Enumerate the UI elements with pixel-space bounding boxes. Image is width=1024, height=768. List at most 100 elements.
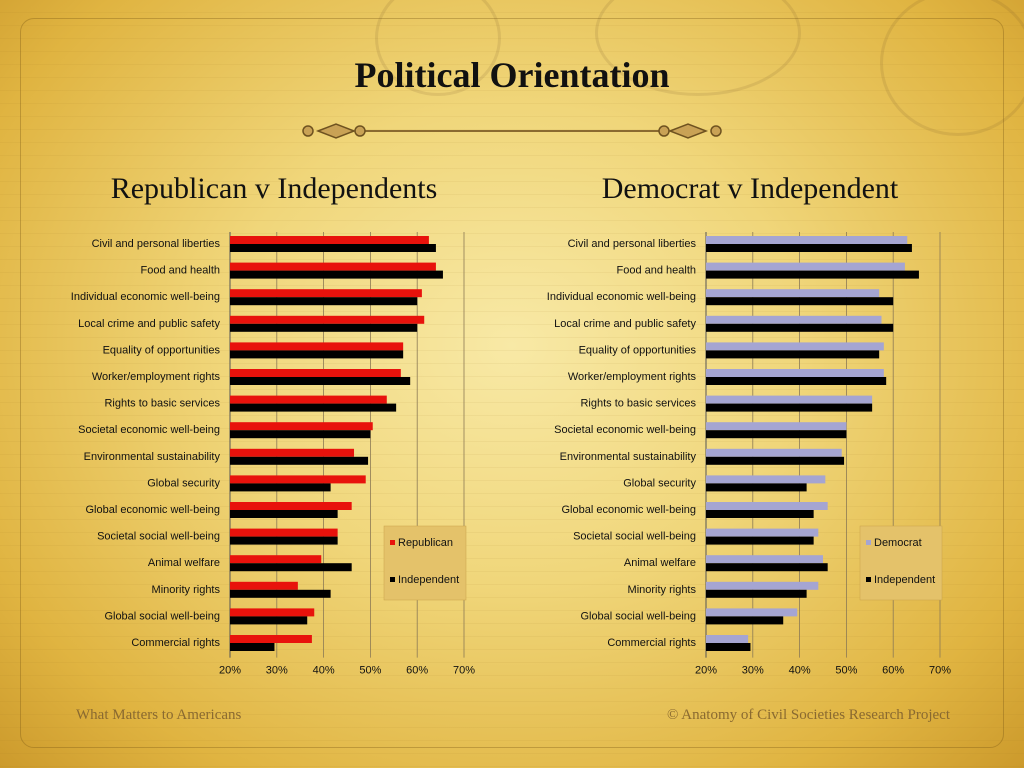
republican-bar [230, 289, 422, 298]
independent-bar [706, 377, 887, 385]
independent-bar [230, 403, 397, 412]
legend-swatch [866, 540, 871, 545]
x-tick-label: 20% [695, 665, 717, 677]
independent-bar [230, 350, 404, 359]
republican-bar [230, 315, 425, 324]
democrat-bar [706, 581, 819, 590]
slide-frame [20, 18, 1004, 748]
legend-box [383, 525, 467, 601]
category-label: Food and health [140, 265, 220, 277]
democrat-bar [706, 289, 880, 298]
category-label: Global social well-being [104, 610, 220, 622]
republican-bar [230, 502, 352, 510]
democrat-bar [706, 236, 908, 244]
republican-bar [230, 581, 298, 590]
independent-bar [230, 244, 436, 252]
independent-bar [230, 536, 338, 545]
footer-right: © Anatomy of Civil Societies Research Pr… [666, 707, 950, 723]
x-tick-label: 50% [835, 665, 857, 677]
category-label: Individual economic well-being [71, 291, 220, 303]
chart-title-republican: Republican v Independents [110, 172, 438, 205]
independent-bar [230, 589, 331, 598]
category-label: Societal economic well-being [78, 424, 220, 436]
category-label: Societal social well-being [573, 531, 696, 543]
democrat-bar [706, 635, 749, 643]
democrat-bar [706, 342, 884, 351]
independent-bar [706, 297, 894, 306]
democrat-bar [706, 555, 823, 564]
independent-bar [706, 430, 847, 439]
category-label: Civil and personal liberties [568, 238, 697, 250]
legend-swatch [390, 540, 395, 545]
republican-bar [230, 262, 436, 271]
democrat-bar [706, 528, 819, 537]
category-label: Animal welfare [148, 557, 220, 569]
category-label: Societal economic well-being [554, 424, 696, 436]
legend-label: Independent [398, 574, 459, 586]
independent-bar [706, 483, 807, 492]
category-label: Global security [147, 477, 220, 489]
democrat-bar [706, 369, 884, 377]
democrat-bar [706, 448, 842, 457]
republican-bar [230, 528, 338, 537]
background-stamp [880, 0, 1024, 136]
republican-bar [230, 342, 404, 351]
independent-bar [706, 510, 814, 518]
category-label: Commercial rights [607, 637, 696, 649]
category-label: Global economic well-being [85, 504, 220, 516]
legend-label: Independent [874, 574, 935, 586]
category-label: Food and health [616, 265, 696, 277]
legend-box [859, 525, 943, 601]
x-tick-label: 20% [219, 665, 241, 677]
independent-bar [230, 643, 275, 651]
category-label: Environmental sustainability [560, 451, 697, 463]
category-label: Local crime and public safety [78, 318, 220, 330]
independent-bar [230, 563, 352, 572]
category-label: Equality of opportunities [579, 344, 697, 356]
republican-bar [230, 395, 387, 404]
independent-bar [230, 483, 331, 492]
chart-democrat-v-independent: 20% 30% 40% 50% 60% 70% Civil and personal lib… [547, 232, 951, 677]
category-label: Minority rights [152, 584, 221, 596]
category-label: Animal welfare [624, 557, 696, 569]
x-tick-label: 70% [453, 665, 475, 677]
category-label: Commercial rights [131, 637, 220, 649]
independent-bar [230, 297, 418, 306]
slide-title: Political Orientation [354, 55, 670, 95]
independent-bar [706, 350, 880, 359]
category-label: Rights to basic services [104, 398, 220, 410]
independent-bar [230, 323, 418, 332]
democrat-bar [706, 395, 873, 404]
democrat-bar [706, 422, 847, 431]
democrat-bar [706, 262, 905, 271]
x-tick-label: 50% [359, 665, 381, 677]
republican-bar [230, 369, 401, 377]
independent-bar [706, 643, 751, 651]
x-tick-label: 30% [266, 665, 288, 677]
background-stamp [375, 0, 501, 96]
legend-label: Republican [398, 537, 453, 549]
democrat-bar [706, 315, 882, 324]
independent-bar [706, 536, 814, 545]
independent-bar [230, 456, 369, 465]
chart-republican-v-independents: 20% 30% 40% 50% 60% 70% Civil and personal lib… [71, 232, 475, 677]
category-label: Local crime and public safety [554, 318, 696, 330]
republican-bar [230, 608, 315, 617]
category-label: Worker/employment rights [92, 371, 221, 383]
category-label: Global security [623, 477, 696, 489]
x-tick-label: 60% [406, 665, 428, 677]
category-label: Societal social well-being [97, 531, 220, 543]
category-label: Global social well-being [580, 610, 696, 622]
republican-bar [230, 635, 312, 643]
legend-label: Democrat [874, 537, 922, 549]
legend-swatch [390, 577, 395, 582]
democrat-bar [706, 502, 828, 510]
independent-bar [230, 510, 338, 518]
independent-bar [706, 270, 919, 279]
category-label: Equality of opportunities [103, 344, 221, 356]
legend-swatch [866, 577, 871, 582]
independent-bar [706, 589, 807, 598]
independent-bar [230, 270, 443, 279]
x-tick-label: 70% [929, 665, 951, 677]
x-tick-label: 60% [882, 665, 904, 677]
